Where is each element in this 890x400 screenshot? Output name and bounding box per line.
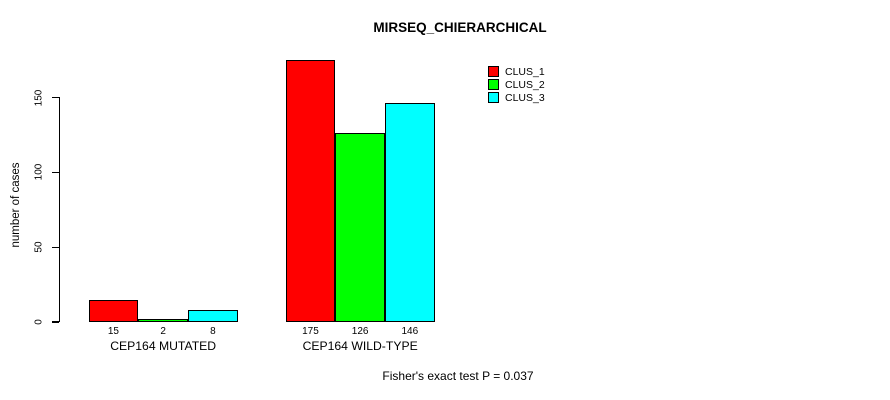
legend-swatch-clus_3 [488,92,499,103]
bar-clus_1-2 [285,60,336,322]
chart-title: MIRSEQ_CHIERARCHICAL [373,20,547,35]
legend-label: CLUS_3 [505,91,545,104]
y-axis-tick-label: 100 [33,163,45,181]
bar-value-label: 146 [401,326,419,337]
legend-label: CLUS_2 [505,78,545,91]
bar-value-label: 126 [351,326,369,337]
bar-clus_2-1 [138,319,188,322]
x-category-label: CEP164 WILD-TYPE [302,339,418,353]
y-axis-tick [51,171,59,173]
legend-swatch-clus_1 [488,66,499,77]
y-axis-tick-label: 150 [33,89,45,106]
bar-clus_2-2 [335,133,385,322]
stat-annotation: Fisher's exact test P = 0.037 [382,369,534,383]
bar-value-label: 8 [210,326,216,337]
y-axis-tick-label: 0 [33,319,45,325]
bar-clus_3-2 [385,103,435,322]
legend-row: CLUS_1 [488,65,545,78]
legend: CLUS_1 CLUS_2 CLUS_3 [488,65,545,104]
bar-value-label: 175 [302,326,319,337]
bar-value-label: 15 [107,326,119,337]
x-category-label: CEP164 MUTATED [110,339,217,353]
y-axis-tick [51,246,59,248]
bar-clus_1-1 [88,299,139,322]
legend-row: CLUS_3 [488,91,545,104]
y-axis-tick [51,321,59,323]
legend-swatch-clus_2 [488,79,499,90]
y-axis-tick [51,96,59,99]
legend-row: CLUS_2 [488,78,545,91]
y-axis-line [58,97,60,323]
legend-label: CLUS_1 [505,65,545,78]
y-axis-tick-label: 50 [33,241,45,253]
bar-value-label: 2 [160,326,166,337]
bar-clus_3-1 [188,310,238,322]
